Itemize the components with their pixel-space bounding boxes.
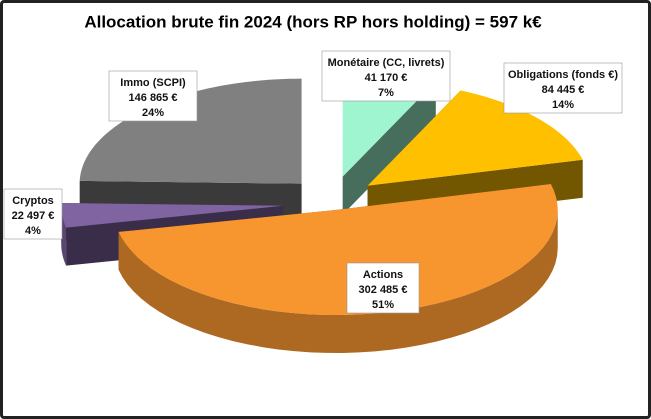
label-line: Obligations (fonds €) (508, 69, 618, 81)
label-line: 14% (552, 99, 574, 111)
slice-side (342, 81, 436, 215)
label-line: 41 170 € (365, 72, 408, 84)
slice-wall (61, 205, 67, 266)
chart-title: Allocation brute fin 2024 (hors RP hors … (84, 12, 542, 31)
label-line: 22 497 € (12, 210, 55, 222)
label-line: 51% (372, 299, 394, 311)
data-label: Obligations (fonds €) 84 445 € 14% (503, 62, 623, 114)
label-box (321, 50, 451, 102)
slice-top (367, 90, 583, 186)
label-line: 4% (25, 225, 41, 237)
data-label: Immo (SCPI) 146 865 € 24% (108, 70, 198, 122)
label-box (108, 70, 198, 122)
label-line: Actions (363, 269, 403, 281)
label-line: 24% (142, 107, 164, 119)
label-line: Immo (SCPI) (120, 77, 186, 89)
data-label: Cryptos 22 497 € 4% (3, 188, 63, 240)
label-box (3, 188, 63, 240)
label-box (503, 62, 623, 114)
chart: Allocation brute fin 2024 (hors RP hors … (3, 12, 623, 353)
label-line: Monétaire (CC, livrets) (328, 57, 445, 69)
label-line: Cryptos (12, 195, 54, 207)
slice (367, 90, 583, 224)
data-label: Actions 302 485 € 51% (346, 262, 420, 314)
label-box (346, 262, 420, 314)
label-line: 146 865 € (129, 92, 178, 104)
slice-top (118, 184, 558, 315)
data-label: Monétaire (CC, livrets) 41 170 € 7% (321, 50, 451, 102)
slice-wall (118, 210, 558, 353)
label-line: 7% (378, 87, 394, 99)
slice-top (61, 202, 284, 228)
slice (118, 184, 558, 353)
label-line: 302 485 € (359, 284, 408, 296)
slice-top (79, 78, 302, 184)
label-line: 84 445 € (542, 84, 585, 96)
